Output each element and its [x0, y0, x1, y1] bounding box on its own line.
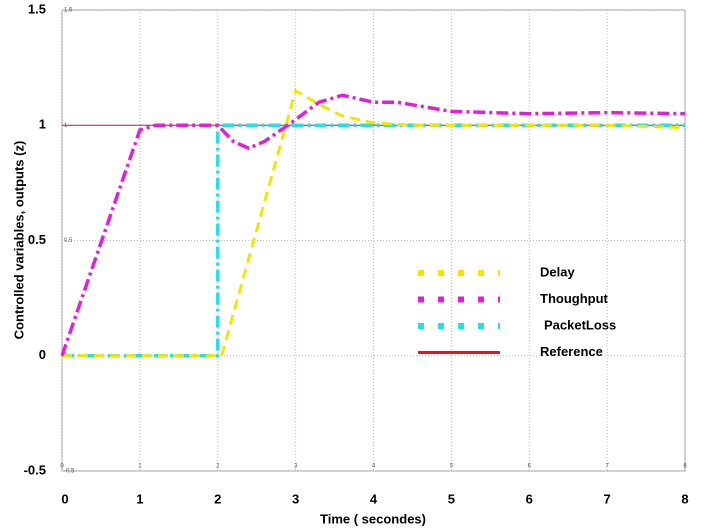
y-tick-label: 0 [39, 347, 46, 362]
x-tick-label: 6 [526, 491, 533, 506]
y-tick-label-small: -0.5 [64, 469, 75, 475]
x-tick-label-small: 6 [528, 464, 532, 470]
x-tick-label-small: 0 [60, 464, 64, 470]
legend-label: PacketLoss [544, 317, 616, 332]
x-axis-label: Time ( secondes) [320, 511, 426, 526]
y-tick-label: -0.5 [24, 462, 46, 477]
x-tick-label: 7 [604, 491, 611, 506]
x-tick-label: 4 [370, 491, 378, 506]
y-tick-label-small: 1.5 [64, 8, 73, 14]
x-tick-label-small: 2 [216, 464, 220, 470]
legend-label: Delay [540, 264, 575, 279]
line-series [60, 93, 686, 357]
x-tick-label-small: 5 [450, 464, 454, 470]
x-tick-label: 0 [61, 491, 68, 506]
x-tick-label: 1 [136, 491, 143, 506]
line-series [62, 88, 686, 358]
x-tick-label: 2 [214, 491, 221, 506]
x-tick-label-small: 4 [372, 464, 376, 470]
x-tick-label: 8 [681, 491, 688, 506]
x-tick-label-small: 3 [294, 464, 298, 470]
line-series [62, 123, 685, 358]
x-tick-label-small: 1 [138, 464, 142, 470]
legend-label: Reference [540, 344, 603, 359]
legend-label: Thoughput [540, 291, 609, 306]
y-tick-label-small: 0.5 [64, 238, 73, 244]
y-tick-label: 1 [39, 117, 46, 132]
y-tick-label: 1.5 [28, 1, 46, 16]
y-axis-label: Controlled variables, outputs (z) [11, 141, 26, 340]
x-tick-label-small: 7 [605, 464, 609, 470]
x-tick-label-small: 8 [683, 464, 687, 470]
x-tick-label: 3 [292, 491, 299, 506]
y-tick-label: 0.5 [28, 232, 46, 247]
x-tick-label: 5 [448, 491, 455, 506]
y-tick-label-small: 1 [64, 123, 68, 129]
